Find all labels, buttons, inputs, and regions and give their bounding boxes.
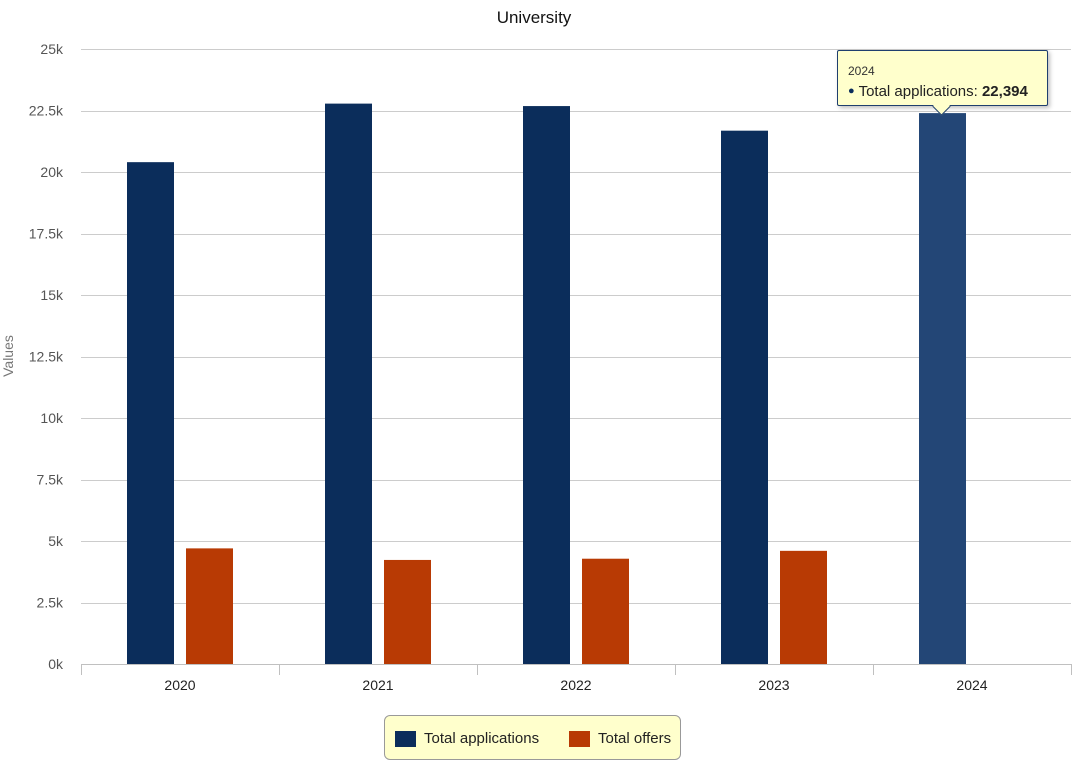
- legend-swatch-total-applications: [395, 730, 416, 747]
- tooltip-header: 2024: [848, 64, 875, 78]
- legend-label-total-applications: Total applications: [424, 730, 540, 747]
- x-tick-label: 2022: [560, 677, 591, 693]
- x-tick-label: 2024: [956, 677, 987, 693]
- y-axis-ticks: 0k 2.5k 5k 7.5k 10k 12.5k 15k 17.5k 20k 22.5k 25k: [29, 41, 64, 672]
- y-tick-label: 17.5k: [29, 226, 64, 242]
- y-tick-label: 5k: [48, 533, 64, 549]
- x-axis: [81, 664, 1072, 675]
- y-tick-label: 15k: [40, 287, 64, 303]
- y-tick-label: 22.5k: [29, 103, 64, 119]
- bar-total-applications-2020[interactable]: [127, 162, 174, 664]
- legend-item-total-applications[interactable]: Total applications: [395, 716, 539, 761]
- legend-item-total-offers[interactable]: Total offers: [569, 716, 671, 761]
- bar-total-applications-2024[interactable]: [919, 113, 966, 664]
- y-tick-label: 2.5k: [37, 595, 64, 611]
- bar-total-offers-2021[interactable]: [384, 559, 431, 664]
- bar-total-applications-2022[interactable]: [523, 106, 570, 664]
- y-tick-label: 25k: [40, 41, 64, 57]
- bars: [127, 103, 966, 664]
- x-tick-label: 2021: [362, 677, 393, 693]
- chart-title: University: [497, 8, 572, 27]
- tooltip-bullet-icon: ●: [848, 85, 855, 97]
- bar-total-applications-2023[interactable]: [721, 130, 768, 664]
- bar-total-applications-2021[interactable]: [325, 103, 372, 664]
- y-tick-label: 7.5k: [37, 472, 64, 488]
- x-axis-ticks: 2020 2021 2022 2023 2024: [164, 677, 987, 693]
- legend-label-total-offers: Total offers: [598, 730, 672, 747]
- legend-swatch-total-offers: [569, 730, 590, 747]
- bar-total-offers-2022[interactable]: [582, 558, 629, 664]
- tooltip-series-label: Total applications:: [858, 83, 982, 100]
- tooltip-row: ● Total applications: 22,394: [848, 82, 1047, 101]
- bar-total-offers-2020[interactable]: [186, 548, 233, 664]
- tooltip-value: 22,394: [981, 83, 1028, 100]
- bar-total-offers-2023[interactable]: [780, 550, 827, 664]
- y-axis-title: Values: [0, 335, 16, 377]
- y-tick-label: 20k: [40, 164, 64, 180]
- y-tick-label: 10k: [40, 410, 64, 426]
- y-tick-label: 12.5k: [29, 349, 64, 365]
- legend: Total applications Total offers: [384, 715, 681, 760]
- x-tick-label: 2020: [164, 677, 195, 693]
- tooltip: 2024 ● Total applications: 22,394: [837, 50, 1048, 106]
- y-tick-label: 0k: [48, 656, 64, 672]
- x-tick-label: 2023: [758, 677, 789, 693]
